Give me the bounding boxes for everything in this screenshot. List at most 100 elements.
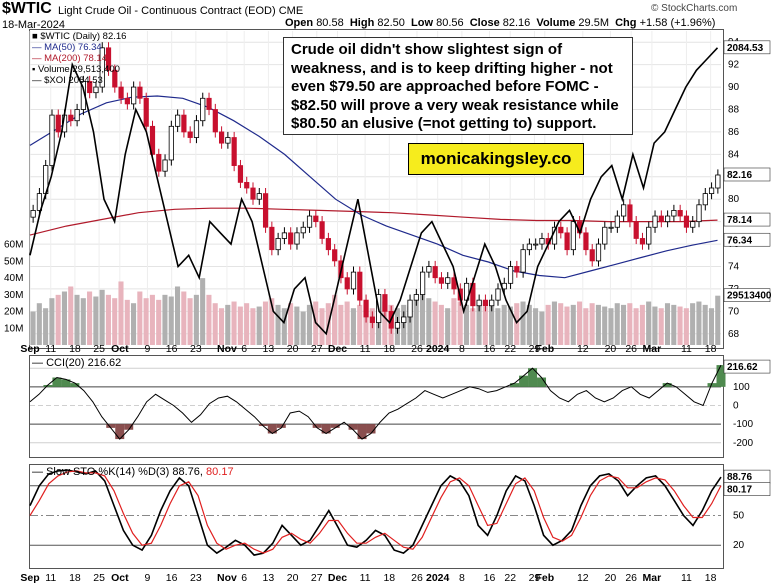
candle-body <box>344 277 350 290</box>
candle-body <box>520 249 526 273</box>
volume-bar <box>570 304 576 345</box>
candle-body <box>426 266 432 273</box>
price-ytick-label: 84 <box>728 149 740 160</box>
x-label-bottom: 26 <box>411 572 423 584</box>
candle-body <box>149 125 156 155</box>
candle-body <box>526 243 533 251</box>
volume-bar <box>589 303 595 345</box>
cci-neg-fill <box>267 424 277 434</box>
x-label-mid: 2024 <box>426 343 450 355</box>
x-label-mid: 18 <box>69 343 81 355</box>
x-label-mid: 16 <box>484 343 496 355</box>
x-label-bottom: 18 <box>69 572 81 584</box>
volume-bar <box>708 308 715 345</box>
volume-bar <box>80 298 86 345</box>
volume-bar <box>507 306 513 345</box>
volume-bar <box>671 304 677 345</box>
candle-body <box>162 159 168 172</box>
volume-bar <box>683 308 689 345</box>
cci-pos-fill <box>52 377 62 387</box>
x-label-mid: 26 <box>411 343 423 355</box>
x-label-bottom: 8 <box>459 572 465 584</box>
xoi-value-tag: 2084.53 <box>727 43 764 54</box>
x-label-bottom: 20 <box>605 572 617 584</box>
volume-bar <box>93 296 99 345</box>
volume-bar <box>275 304 281 345</box>
volume-bar <box>206 294 212 345</box>
price-ytick-label: 86 <box>728 127 740 138</box>
cci-neg-fill <box>258 424 268 427</box>
volume-bar <box>43 308 49 345</box>
cci-pos-fill <box>43 384 53 387</box>
candle-body <box>570 221 576 251</box>
volume-bar <box>602 306 608 345</box>
volume-bar <box>112 298 118 345</box>
cci-pos-fill <box>662 383 672 387</box>
volume-bar <box>558 303 564 345</box>
cci-neg-fill <box>106 424 116 428</box>
candle-body <box>690 221 696 228</box>
candle-body <box>137 86 143 99</box>
x-label-mid: Nov <box>217 343 237 355</box>
volume-bar <box>30 311 36 345</box>
volume-bar <box>338 304 344 345</box>
candle-body <box>93 86 99 94</box>
x-label-mid: 11 <box>681 343 692 355</box>
price-ytick-label: 92 <box>728 60 740 71</box>
date: 18-Mar-2024 <box>2 19 65 31</box>
volume-bar <box>87 291 93 345</box>
chg-label: Chg <box>615 17 637 29</box>
description: Light Crude Oil - Continuous Contract (E… <box>58 5 303 17</box>
cci-value-tag: 216.62 <box>727 362 758 373</box>
x-label-bottom: 27 <box>311 572 323 584</box>
candle-body <box>514 266 520 273</box>
candle-body <box>683 215 690 228</box>
volume-value: 29.5M <box>578 17 609 29</box>
volume-bar <box>200 278 206 345</box>
x-label-mid: 29 <box>529 343 541 355</box>
candle-body <box>325 238 331 251</box>
cci-pos-fill <box>528 368 538 387</box>
x-label-bottom: Feb <box>535 572 554 584</box>
volume-bar <box>438 304 444 345</box>
candle-body <box>36 193 43 211</box>
candle-body <box>143 97 149 127</box>
candle-body <box>256 193 262 200</box>
x-label-mid: 12 <box>577 343 589 355</box>
candle-body <box>445 277 451 284</box>
sto-d-value-tag-bg <box>723 482 771 496</box>
candle-body <box>175 114 181 127</box>
sto-k-line <box>29 469 722 556</box>
volume-bar <box>250 308 256 345</box>
description-text: Light Crude Oil - Continuous Contract (E… <box>58 5 276 17</box>
candle-body <box>507 266 514 284</box>
x-label-bottom: 11 <box>360 572 371 584</box>
volume-bar <box>514 303 520 345</box>
ma50-value-tag-bg <box>723 232 771 247</box>
candle-body <box>294 232 300 245</box>
xoi-line <box>29 47 719 336</box>
candle-body <box>332 249 338 262</box>
volume-bar <box>218 308 225 345</box>
volume-bar <box>620 304 627 345</box>
volume-bar <box>344 301 350 345</box>
candle-body <box>602 226 608 245</box>
volume-bar <box>608 308 614 345</box>
volume-bar <box>68 286 74 345</box>
candle-body <box>482 299 489 307</box>
candle-body <box>608 226 614 229</box>
legend-volume: ▪ Volume 29,513,400 <box>32 64 120 75</box>
volume-bar <box>137 291 143 345</box>
volume-label: Volume <box>536 17 576 29</box>
candle-body <box>68 114 74 122</box>
cci-neg-fill <box>357 424 367 440</box>
candle-body <box>420 271 426 295</box>
volume-bar <box>212 303 218 345</box>
x-label-mid: 6 <box>241 343 247 355</box>
volume-bar <box>551 301 557 345</box>
volume-bar <box>187 298 193 345</box>
x-label-mid: 11 <box>45 343 56 355</box>
x-label-bottom: 16 <box>484 572 496 584</box>
candle-body <box>193 120 200 138</box>
candle-body <box>357 271 363 301</box>
